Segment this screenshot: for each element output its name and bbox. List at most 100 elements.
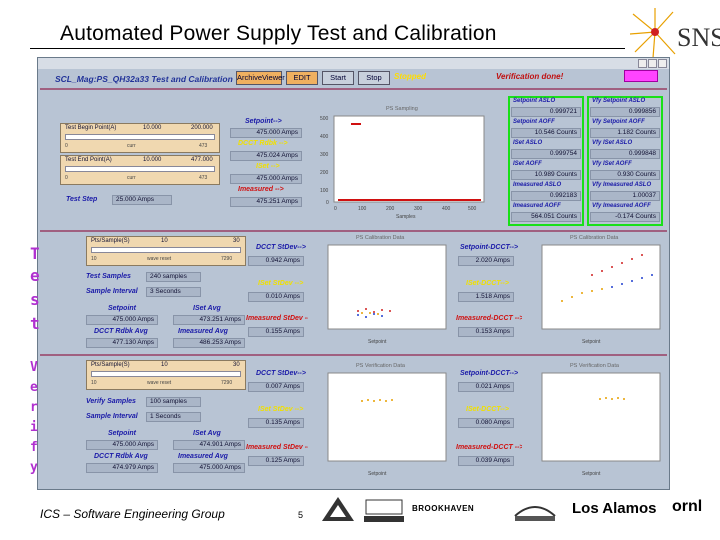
app-window: SCL_Mag:PS_QH32a33 Test and Calibration …	[30, 57, 670, 490]
slider-max: 473	[199, 143, 208, 149]
svg-text:300: 300	[414, 206, 423, 212]
slide-title: Automated Power Supply Test and Calibrat…	[60, 22, 497, 45]
calibration-coeff-box	[508, 96, 584, 226]
pts-slider[interactable]	[91, 247, 241, 253]
iset-dcct-value: 1.518 Amps	[458, 292, 514, 302]
status-verification: Verification done!	[496, 72, 564, 81]
test-plot-left-xlabel: Setpoint	[368, 339, 387, 345]
sp-dcct-value: 2.020 Amps	[458, 256, 514, 266]
test-end-slider[interactable]	[65, 166, 215, 172]
maximize-button[interactable]	[648, 59, 657, 68]
imeasured-dcct-label: Imeasured-DCCT -->	[456, 315, 524, 322]
iset-dcct-value: 0.080 Amps	[458, 418, 514, 428]
dcct-rdbk-value: 475.024 Amps	[230, 151, 302, 161]
pts-max: 30	[233, 362, 240, 368]
sp-dcct-label: Setpoint-DCCT-->	[460, 370, 519, 377]
test-end-value: 10.000	[143, 157, 162, 163]
verify-letter-e: e	[30, 380, 38, 395]
imeasured-dcct-value: 0.153 Amps	[458, 327, 514, 337]
test-samples-input[interactable]: 240 samples	[146, 272, 201, 282]
iset-dcct-label: ISet-DCCT-->	[466, 280, 509, 287]
minimize-button[interactable]	[638, 59, 647, 68]
edit-button[interactable]: EDIT	[286, 71, 318, 85]
exit-button[interactable]	[624, 70, 658, 82]
calibration-coeff-label: Setpoint AOFF	[513, 119, 555, 125]
setpoint-label: Setpoint	[108, 305, 136, 312]
test-step-input[interactable]: 25.000 Amps	[112, 195, 172, 205]
stop-button[interactable]: Stop	[358, 71, 390, 85]
slider-mid: wave reset	[147, 256, 172, 262]
setpoint-label: Setpoint-->	[245, 118, 282, 125]
test-begin-value: 10.000	[143, 125, 162, 131]
status-stopped: Stopped	[394, 72, 426, 81]
verify-coeff-value: 1.00037	[590, 191, 660, 201]
window-titlebar	[38, 58, 669, 69]
jlab-logo	[514, 506, 556, 521]
verify-plot-left-panel: PS Verification Data Setpoint	[308, 362, 453, 480]
archive-viewer-button[interactable]: ArchiveViewer	[236, 71, 285, 85]
verify-coeff-value: 0.930 Counts	[590, 170, 660, 180]
pts-slider[interactable]	[91, 371, 241, 377]
sample-interval-input[interactable]: 1 Seconds	[146, 412, 201, 422]
test-plot-right-title: PS Calibration Data	[570, 235, 619, 241]
test-letter-t: T	[30, 244, 40, 263]
svg-text:500: 500	[468, 206, 477, 212]
test-begin-max: 200.000	[191, 125, 213, 131]
test-end-label: Test End Point(A)	[65, 157, 112, 163]
verify-plot-right-xlabel: Setpoint	[582, 471, 601, 477]
pts-value: 10	[161, 238, 168, 244]
calibration-coeff-label: ISet AOFF	[513, 161, 542, 167]
imeasured-dcct-value: 0.039 Amps	[458, 456, 514, 466]
svg-text:0: 0	[334, 206, 337, 212]
svg-text:100: 100	[358, 206, 367, 212]
verify-letter-y: y	[30, 460, 38, 475]
imeasured-avg-value: 475.000 Amps	[173, 463, 245, 473]
calibration-coeff-value: 10.989 Counts	[511, 170, 581, 180]
sp-dcct-value: 0.021 Amps	[458, 382, 514, 392]
verify-coeff-value: -0.174 Counts	[590, 212, 660, 222]
dcct-stdev-value: 0.942 Amps	[248, 256, 304, 266]
setpoint-value: 475.000 Amps	[86, 440, 158, 450]
title-underline	[30, 48, 625, 49]
sample-interval-input[interactable]: 3 Seconds	[146, 287, 201, 297]
separator	[40, 354, 667, 356]
imeasured-label: Imeasured -->	[238, 186, 284, 193]
dcct-rdbk-label: DCCT Rdbk -->	[238, 140, 288, 147]
verify-plot-right: Setpoint	[541, 372, 661, 477]
slider-min: 10	[91, 256, 97, 262]
sample-interval-label: Sample Interval	[86, 288, 138, 295]
calibration-coeff-label: Imeasured AOFF	[513, 203, 561, 209]
slider-mid: curr	[127, 143, 136, 149]
verify-letter-r: r	[30, 400, 38, 415]
verify-coeff-label: Vfy Imeasured ASLO	[592, 182, 652, 188]
verify-letter-f: f	[30, 440, 38, 455]
svg-text:500: 500	[320, 116, 329, 122]
los-alamos-logo: Los Alamos	[572, 500, 657, 517]
sampling-plot-title: PS Sampling	[386, 106, 418, 112]
verify-samples-input[interactable]: 100 samples	[146, 397, 201, 407]
verify-plot-right-title: PS Verification Data	[570, 363, 619, 369]
imeasured-avg-label: Imeasured Avg	[178, 328, 228, 335]
close-button[interactable]	[658, 59, 667, 68]
imeasured-stdev-value: 0.125 Amps	[248, 456, 304, 466]
verify-plot-left: Setpoint	[327, 372, 447, 477]
verify-pts-panel: Pts/Sample(S) 10 30 10 wave reset 7290	[86, 360, 246, 390]
berkeley-logo	[364, 499, 404, 522]
verify-plot-left-xlabel: Setpoint	[368, 471, 387, 477]
imeasured-stdev-label: Imeasured StDev -->	[246, 315, 314, 322]
verify-coeff-value: 0.999848	[590, 149, 660, 159]
test-plot-left-panel: PS Calibration Data Setpoint	[308, 234, 453, 346]
start-button[interactable]: Start	[322, 71, 354, 85]
svg-text:0: 0	[326, 200, 329, 206]
imeasured-avg-value: 486.253 Amps	[173, 338, 245, 348]
slider-min: 0	[65, 143, 68, 149]
iset-stdev-value: 0.135 Amps	[248, 418, 304, 428]
sampling-plot-panel: PS Sampling 500 400 300 200 100 0 0 100 200 30…	[306, 104, 496, 222]
dcct-stdev-label: DCCT StDev-->	[256, 244, 306, 251]
footer-text: ICS – Software Engineering Group	[40, 507, 225, 521]
test-begin-slider[interactable]	[65, 134, 215, 140]
separator	[40, 88, 667, 90]
svg-text:SNS: SNS	[677, 23, 720, 52]
test-begin-panel: Test Begin Point(A) 10.000 200.000 0 cur…	[60, 123, 220, 153]
sampling-plot-xlabel: Samples	[396, 214, 416, 220]
